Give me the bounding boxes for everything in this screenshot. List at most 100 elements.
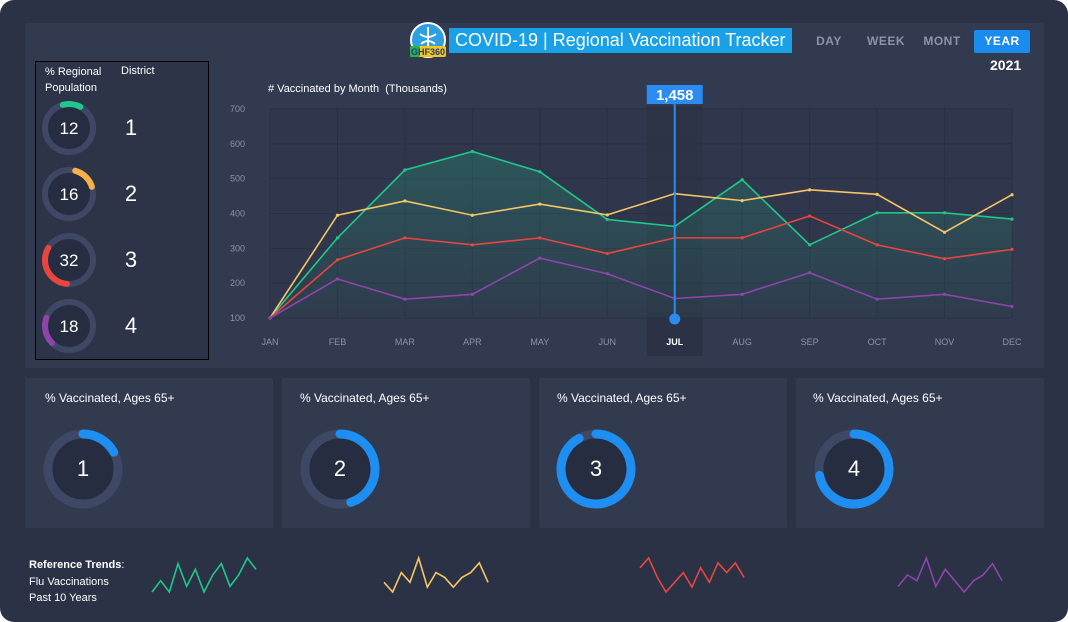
y-tick-label: 300	[230, 243, 245, 253]
sparkline	[383, 555, 489, 594]
data-point	[335, 277, 340, 281]
data-point	[605, 217, 609, 222]
x-tick-label: OCT	[868, 337, 888, 347]
y-tick-label: 100	[230, 313, 245, 323]
period-week-button[interactable]: WEEK	[867, 34, 905, 48]
data-point	[403, 168, 407, 172]
data-point	[605, 272, 609, 276]
data-point	[740, 236, 744, 240]
data-point	[470, 292, 474, 296]
card-progress-ring: 1	[43, 429, 123, 509]
data-point	[942, 211, 947, 215]
x-tick-label: JUN	[599, 337, 617, 347]
district-ring-arc	[42, 314, 56, 346]
card-ring-label: 4	[848, 456, 860, 481]
y-tick-label: 600	[230, 139, 245, 149]
period-year-button[interactable]: YEAR	[974, 30, 1030, 53]
data-point	[403, 236, 407, 240]
y-tick-label: 200	[230, 278, 245, 288]
district-population-value: 32	[60, 251, 79, 270]
sparkline	[639, 556, 745, 594]
vaccinated-card-2: % Vaccinated, Ages 65+ 2	[282, 378, 530, 528]
data-point	[942, 292, 947, 296]
district-ring-arc	[72, 167, 95, 190]
highlight-value: 1,458	[656, 87, 694, 104]
highlight-badge	[646, 85, 703, 104]
x-tick-label: JUL	[666, 337, 684, 347]
card-ring-label: 2	[334, 456, 346, 481]
series-line	[269, 150, 1013, 319]
series-area	[270, 151, 1012, 318]
y-tick-label: 700	[230, 104, 245, 114]
data-point	[470, 149, 474, 154]
card-title: % Vaccinated, Ages 65+	[300, 391, 430, 405]
x-tick-label: JAN	[261, 337, 278, 347]
chart-title: # Vaccinated by Month (Thousands)	[268, 83, 447, 95]
data-point	[875, 192, 879, 196]
data-point	[538, 202, 542, 206]
district-population-value: 16	[60, 185, 79, 204]
data-point	[1010, 304, 1014, 309]
reference-trends-label: Reference Trends:	[29, 559, 125, 571]
reference-line-1: Flu Vaccinations	[29, 576, 109, 588]
district-number: 2	[125, 181, 137, 206]
period-month-button[interactable]: MONT	[923, 34, 961, 48]
ghf360-logo: GHF360	[410, 22, 446, 58]
vaccinated-card-4: % Vaccinated, Ages 65+ 4	[796, 378, 1044, 528]
data-point	[808, 271, 812, 275]
card-progress-ring: 2	[300, 429, 380, 509]
data-point	[470, 243, 474, 247]
x-tick-label: MAY	[530, 337, 549, 347]
data-point	[268, 316, 272, 320]
vaccinated-card-1: % Vaccinated, Ages 65+ 1	[25, 378, 273, 528]
card-progress-ring: 3	[556, 429, 636, 509]
page-title: COVID-19 | Regional Vaccination Tracker	[449, 28, 792, 53]
data-point	[470, 213, 474, 217]
year-label: 2021	[990, 57, 1022, 73]
card-ring-arc	[556, 429, 636, 509]
data-point	[1010, 217, 1014, 221]
district-number: 1	[125, 115, 137, 140]
card-title: % Vaccinated, Ages 65+	[557, 391, 687, 405]
vaccinated-card-3: % Vaccinated, Ages 65+ 3	[539, 378, 787, 528]
data-point	[740, 178, 744, 182]
x-tick-label: NOV	[935, 337, 955, 347]
population-column-header-2: Population	[45, 82, 97, 94]
data-point	[740, 199, 744, 203]
data-point	[335, 213, 340, 217]
sparkline	[897, 555, 1003, 594]
data-point	[538, 170, 542, 174]
x-tick-label: FEB	[329, 337, 347, 347]
population-column-header: % Regional	[45, 66, 102, 78]
data-point	[1010, 193, 1014, 197]
highlight-dot	[669, 313, 681, 325]
card-title: % Vaccinated, Ages 65+	[45, 391, 175, 405]
district-population-value: 12	[60, 119, 79, 138]
sparkline	[151, 556, 257, 594]
data-point	[1010, 247, 1014, 251]
x-tick-label: AUG	[732, 337, 752, 347]
district-column-header: District	[121, 65, 155, 77]
card-ring-arc	[335, 429, 380, 507]
card-progress-ring: 4	[814, 429, 894, 509]
data-point	[875, 243, 879, 247]
district-rings: 12 1 16 2 32 3 18 4	[42, 101, 137, 353]
card-ring-arc	[815, 429, 894, 509]
data-point	[538, 256, 542, 260]
reference-line-2: Past 10 Years	[29, 592, 97, 604]
series-line	[269, 189, 1013, 319]
series-line	[269, 257, 1013, 319]
card-ring-label: 1	[77, 456, 89, 481]
data-point	[875, 297, 879, 301]
data-point	[875, 211, 879, 215]
x-tick-label: SEP	[801, 337, 819, 347]
x-tick-label: MAR	[395, 337, 416, 347]
period-day-button[interactable]: DAY	[816, 34, 842, 48]
data-point	[942, 257, 947, 261]
data-point	[942, 230, 947, 234]
district-number: 4	[125, 313, 137, 338]
data-point	[808, 214, 812, 218]
card-ring-label: 3	[590, 456, 602, 481]
data-point	[335, 236, 340, 240]
